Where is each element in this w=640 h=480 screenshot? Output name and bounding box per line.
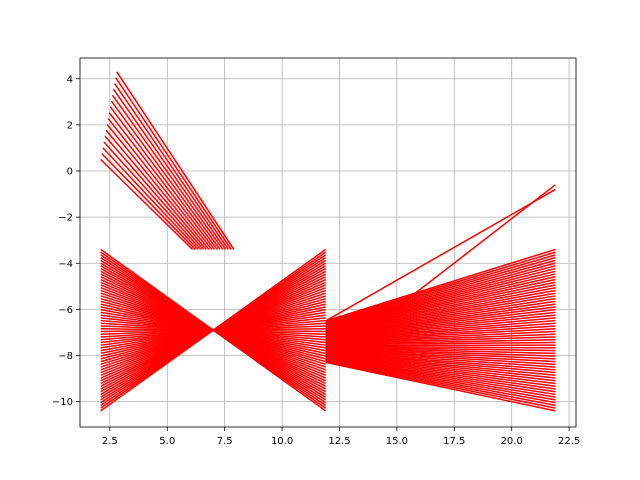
series-line (325, 256, 556, 324)
x-tick-label: 20.0 (501, 436, 523, 447)
series-line (325, 273, 556, 328)
series-line (325, 354, 556, 385)
x-tick-label: 15.0 (386, 436, 408, 447)
series-line (325, 328, 556, 343)
series-line (325, 289, 556, 333)
series-line (325, 352, 556, 377)
series-line (325, 345, 556, 349)
series-line (102, 147, 199, 250)
plot-frame (79, 57, 577, 428)
x-tick-label: 2.5 (102, 436, 118, 447)
series-line (325, 346, 556, 355)
series-line (325, 297, 556, 335)
series-line (107, 118, 213, 250)
series-line (325, 267, 556, 327)
series-line (325, 248, 556, 322)
series-line (325, 254, 556, 324)
series-line (325, 300, 556, 336)
series-line (325, 351, 556, 374)
series-line (100, 248, 327, 412)
series-line (325, 265, 556, 326)
y-axis: −10 −8 −6 −4 −2 0 2 4 (52, 74, 80, 408)
series-line (100, 158, 194, 250)
series-line (325, 276, 556, 329)
series-line (103, 141, 202, 250)
series-line (325, 286, 556, 332)
series-line (325, 270, 556, 328)
series-line (325, 358, 556, 398)
y-tick-label: 4 (67, 74, 73, 85)
series-line (325, 361, 556, 412)
series-line (110, 100, 221, 250)
series-line (325, 346, 556, 352)
y-tick-label: −4 (58, 259, 73, 270)
x-tick-label: 12.5 (328, 436, 350, 447)
series-line (325, 284, 556, 331)
series-line (108, 112, 216, 250)
series-line (325, 347, 556, 357)
x-tick-label: 22.5 (558, 436, 580, 447)
x-tick-label: 5.0 (159, 436, 175, 447)
series-line (325, 357, 556, 396)
y-tick-label: 2 (67, 120, 73, 131)
series-line (325, 351, 556, 371)
series-line (325, 349, 556, 366)
series-line (325, 353, 556, 379)
series-line (325, 319, 556, 340)
x-tick-label: 7.5 (217, 436, 233, 447)
series-line (325, 333, 556, 344)
series-line (325, 322, 556, 341)
series-line (113, 83, 229, 250)
series-line (325, 360, 556, 407)
series-line (325, 358, 556, 401)
series-line (116, 71, 235, 250)
y-tick-label: −2 (58, 213, 73, 224)
y-tick-label: −8 (58, 351, 73, 362)
series-line (325, 292, 556, 333)
series-line (325, 355, 556, 387)
y-tick-label: 0 (67, 167, 73, 178)
series-line (325, 341, 556, 346)
series-line (325, 259, 556, 325)
series-line (106, 123, 210, 250)
series-line (325, 336, 556, 345)
series-line (325, 330, 556, 343)
series-line (325, 317, 556, 340)
series-line (325, 360, 556, 409)
series-line (105, 129, 207, 250)
series-line (325, 303, 556, 336)
series-line (325, 356, 556, 393)
series-line (325, 184, 556, 364)
series-line (112, 88, 227, 250)
series-line (325, 262, 556, 326)
series-line (325, 356, 556, 390)
series-line (325, 359, 556, 404)
series-line (109, 106, 218, 250)
series-line (115, 77, 232, 250)
series-line (104, 135, 205, 250)
y-tick-label: −10 (52, 397, 73, 408)
series-line (101, 153, 196, 250)
series-line (325, 349, 556, 363)
x-tick-label: 17.5 (443, 436, 465, 447)
series-line (325, 188, 556, 322)
series-line (325, 306, 556, 337)
series-line (325, 278, 556, 330)
series-line (325, 338, 556, 345)
series-line (325, 325, 556, 342)
series-line (325, 281, 556, 331)
x-tick-label: 10.0 (271, 436, 293, 447)
series-line (325, 314, 556, 339)
series-line (325, 295, 556, 334)
series-line (325, 353, 556, 382)
x-axis: 2.5 5.0 7.5 10.0 12.5 15.0 17.5 20.0 22.5 (102, 427, 580, 447)
series-line (325, 350, 556, 368)
series-line (325, 251, 556, 323)
series-line (111, 94, 224, 250)
series-lines (100, 71, 556, 412)
y-tick-label: −6 (58, 305, 73, 316)
series-line (325, 348, 556, 360)
